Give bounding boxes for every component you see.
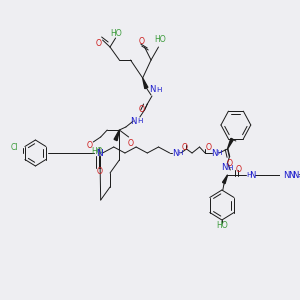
Text: O: O [236, 164, 242, 173]
Text: N: N [149, 85, 155, 94]
Polygon shape [114, 130, 119, 141]
Text: Cl: Cl [11, 143, 19, 152]
Text: N: N [130, 116, 136, 125]
Text: HO: HO [111, 29, 122, 38]
Text: N: N [211, 148, 218, 158]
Text: N: N [96, 148, 103, 158]
Text: O: O [96, 38, 102, 47]
Text: H: H [177, 150, 183, 156]
Text: HO: HO [216, 221, 228, 230]
Text: O: O [97, 167, 103, 176]
Text: N: N [250, 170, 256, 179]
Text: HO: HO [154, 35, 166, 44]
Text: O: O [139, 104, 145, 113]
Text: N: N [283, 170, 290, 179]
Text: H: H [216, 150, 222, 156]
Text: N: N [292, 170, 299, 179]
Text: N: N [288, 170, 294, 179]
Text: O: O [128, 139, 134, 148]
Text: +: + [297, 175, 300, 179]
Text: N: N [172, 148, 178, 158]
Text: O: O [226, 158, 232, 167]
Text: HO: HO [91, 146, 103, 155]
Text: −: − [297, 170, 300, 179]
Text: O: O [86, 140, 92, 149]
Text: H: H [137, 118, 142, 124]
Text: O: O [206, 142, 212, 152]
Text: H: H [156, 87, 161, 93]
Text: N: N [221, 164, 228, 172]
Text: O: O [139, 38, 145, 46]
Polygon shape [142, 78, 148, 88]
Text: H: H [228, 165, 233, 171]
Text: H: H [246, 172, 252, 178]
Polygon shape [227, 138, 233, 149]
Text: O: O [182, 142, 188, 152]
Polygon shape [223, 175, 227, 184]
